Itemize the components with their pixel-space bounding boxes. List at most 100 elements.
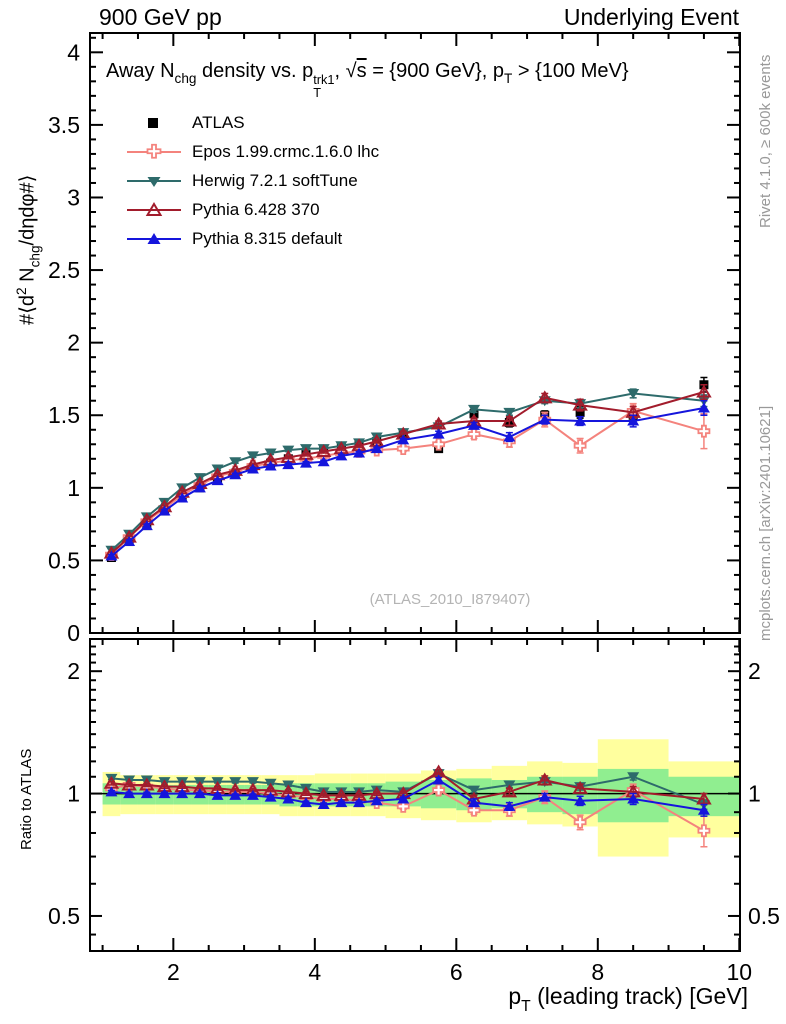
data-marker [193, 482, 206, 493]
legend-label: Pythia 8.315 default [192, 228, 343, 248]
data-marker [140, 520, 153, 531]
tick-label: 2 [167, 959, 180, 985]
data-marker [697, 824, 711, 838]
tick-label: 4 [67, 39, 80, 65]
series-pythia6-main [103, 384, 712, 559]
data-marker [211, 789, 224, 800]
legend-label: Herwig 7.2.1 softTune [192, 170, 358, 190]
data-marker [176, 492, 189, 503]
data-marker [696, 384, 712, 398]
data-marker [335, 797, 348, 808]
data-marker [574, 795, 587, 806]
legend-item-epos: Epos 1.99.crmc.1.6.0 lhc [126, 137, 379, 166]
data-marker [335, 450, 348, 461]
rivet-version-note: Rivet 4.1.0, ≥ 600k events [757, 54, 774, 228]
data-marker [105, 786, 118, 797]
series-atlas-main [106, 376, 709, 563]
tick-label: 3 [67, 184, 80, 210]
beam-energy-label: 900 GeV pp [99, 4, 222, 30]
data-marker [627, 415, 640, 426]
data-marker [397, 793, 410, 804]
data-marker [536, 772, 553, 786]
data-marker [315, 444, 332, 458]
data-marker [229, 777, 242, 788]
legend: ATLAS Epos 1.99.crmc.1.6.0 lhc Herwig 7.… [126, 108, 379, 253]
data-marker [501, 784, 518, 798]
tick-label: 1 [748, 781, 761, 807]
tick-label: 1 [67, 475, 80, 501]
data-marker [503, 800, 516, 811]
data-marker [246, 789, 259, 800]
data-marker [317, 799, 330, 810]
legend-label: ATLAS [192, 112, 245, 132]
data-marker [696, 791, 712, 805]
panel-frames [89, 32, 741, 952]
data-marker [536, 390, 553, 404]
series-line [110, 392, 705, 551]
data-marker [468, 404, 481, 415]
tick-label: 2 [67, 330, 80, 356]
tick-labels: 2 4 6 8 10 0 0.5 1 1.5 2 2.5 3 3.5 4 0.5 0.5 1 1 2 2 [48, 39, 780, 985]
herwig-triangle-down-marker-icon [127, 176, 181, 187]
legend-item-atlas: ATLAS [126, 108, 379, 137]
data-marker [538, 414, 551, 425]
legend-item-herwig: Herwig 7.2.1 softTune [126, 166, 379, 195]
data-marker [468, 797, 481, 808]
data-marker [370, 795, 383, 806]
tick-label: 0.5 [48, 903, 80, 929]
tick-label: 0.5 [48, 547, 80, 573]
x-axis-title: pT (leading track) [GeV] [508, 983, 748, 1016]
main-panel-frame [89, 32, 741, 634]
data-marker [503, 431, 516, 442]
plot-title: Away Nchg density vs. p trk1 T, √s = {900 … [106, 60, 629, 100]
data-marker [574, 415, 587, 426]
tick-label: 3.5 [48, 112, 80, 138]
data-marker [264, 791, 277, 802]
data-marker [697, 424, 711, 438]
data-marker [396, 442, 410, 456]
data-marker [503, 407, 516, 418]
data-marker [335, 787, 348, 798]
data-marker [246, 451, 259, 462]
data-marker [176, 788, 189, 799]
tick-label: 2 [748, 658, 761, 684]
analysis-id-watermark: (ATLAS_2010_I879407) [369, 591, 531, 608]
data-marker [353, 447, 366, 458]
data-marker [105, 550, 118, 561]
data-marker [430, 416, 447, 430]
data-marker [432, 437, 446, 451]
data-marker [432, 783, 446, 797]
data-marker [432, 428, 445, 439]
series-pythia8-main [105, 399, 710, 561]
data-marker [158, 788, 171, 799]
data-marker [282, 459, 295, 470]
data-marker [229, 457, 242, 468]
data-marker [397, 434, 410, 445]
data-marker [370, 785, 383, 796]
data-marker [317, 444, 330, 455]
ratio-panel-frame [89, 638, 741, 952]
data-marker [370, 443, 383, 454]
tick-label: 1 [67, 781, 80, 807]
data-marker [573, 439, 587, 453]
legend-label: Pythia 6.428 370 [192, 199, 320, 219]
data-marker [468, 785, 481, 796]
data-marker [123, 536, 136, 547]
tick-label: 8 [591, 959, 604, 985]
data-marker [193, 788, 206, 799]
data-marker [627, 793, 640, 804]
tick-label: 0.5 [748, 903, 780, 929]
data-marker [282, 793, 295, 804]
data-marker [572, 397, 588, 411]
series-line [110, 391, 705, 554]
y-axis-title: #⟨d2 Nchg/dηdφ#⟩ [14, 174, 43, 325]
data-marker [697, 804, 710, 815]
data-marker [353, 797, 366, 808]
data-marker [627, 772, 640, 783]
data-marker [432, 774, 445, 785]
data-marker [140, 788, 153, 799]
data-marker [335, 441, 348, 452]
legend-item-pythia8: Pythia 8.315 default [126, 224, 379, 253]
